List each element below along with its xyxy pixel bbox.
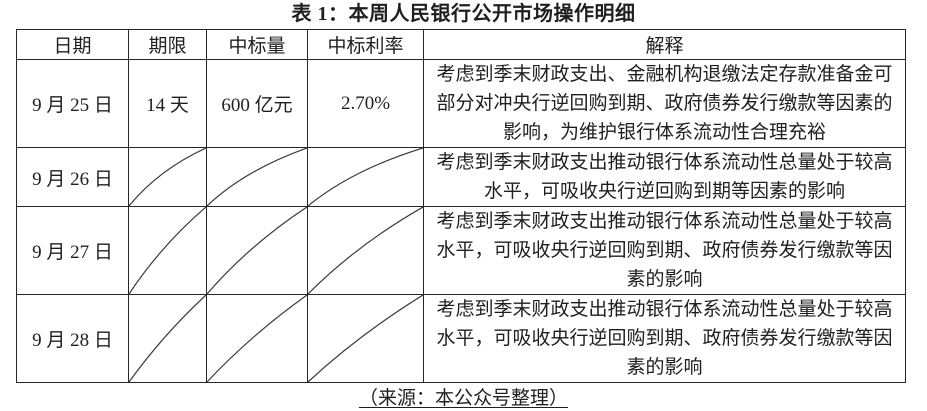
table-row: 9 月 28 日 考虑到季末财政支出推动银行体系流动性总量处于较高 水平，可吸收…	[16, 294, 906, 383]
term-cell	[128, 294, 207, 383]
rate-cell	[307, 294, 424, 383]
term-cell	[128, 147, 207, 207]
rate-cell	[307, 206, 424, 295]
explanation-cell: 考虑到季末财政支出、金融机构退缴法定存款准备金可 部分对冲央行逆回购到期、政府债…	[423, 59, 906, 148]
table-row: 9 月 26 日 考虑到季末财政支出推动银行体系流动性总量处于较高 水平，可吸收…	[16, 147, 906, 207]
explanation-cell: 考虑到季末财政支出推动银行体系流动性总量处于较高 水平，可吸收央行逆回购到期、政…	[423, 294, 906, 383]
diagonal-slash-icon	[207, 207, 307, 294]
table-title: 表 1：本周人民银行公开市场操作明细	[291, 3, 636, 25]
date-cell: 9 月 27 日	[16, 206, 129, 295]
date-cell: 9 月 25 日	[16, 59, 129, 148]
column-header-explanation: 解释	[423, 29, 906, 60]
volume-cell	[206, 206, 308, 295]
diagonal-slash-icon	[207, 148, 307, 206]
operations-table: 日期 期限 中标量 中标利率 解释 9 月 25 日 14 天 600 亿元 2…	[16, 29, 906, 383]
diagonal-slash-icon	[308, 207, 423, 294]
volume-cell: 600 亿元	[206, 59, 308, 148]
table-row: 9 月 25 日 14 天 600 亿元 2.70% 考虑到季末财政支出、金融机…	[16, 59, 906, 148]
table-row: 9 月 27 日 考虑到季末财政支出推动银行体系流动性总量处于较高 水平，可吸收…	[16, 206, 906, 295]
volume-cell	[206, 147, 308, 207]
term-cell	[128, 206, 207, 295]
rate-cell	[307, 147, 424, 207]
diagonal-slash-icon	[129, 207, 206, 294]
column-header-date: 日期	[16, 29, 129, 60]
diagonal-slash-icon	[129, 295, 206, 382]
diagonal-slash-icon	[308, 295, 423, 382]
term-cell: 14 天	[128, 59, 207, 148]
diagonal-slash-icon	[129, 148, 206, 206]
header-row: 日期 期限 中标量 中标利率 解释	[16, 29, 906, 60]
column-header-rate: 中标利率	[307, 29, 424, 60]
rate-cell: 2.70%	[307, 59, 424, 148]
column-header-volume: 中标量	[206, 29, 308, 60]
diagonal-slash-icon	[308, 148, 423, 206]
volume-cell	[206, 294, 308, 383]
column-header-term: 期限	[128, 29, 207, 60]
diagonal-slash-icon	[207, 295, 307, 382]
explanation-cell: 考虑到季末财政支出推动银行体系流动性总量处于较高 水平，可吸收央行逆回购到期、政…	[423, 206, 906, 295]
source-note: （来源：本公众号整理）	[358, 388, 568, 409]
date-cell: 9 月 26 日	[16, 147, 129, 207]
explanation-cell: 考虑到季末财政支出推动银行体系流动性总量处于较高 水平，可吸收央行逆回购到期等因…	[423, 147, 906, 207]
date-cell: 9 月 28 日	[16, 294, 129, 383]
